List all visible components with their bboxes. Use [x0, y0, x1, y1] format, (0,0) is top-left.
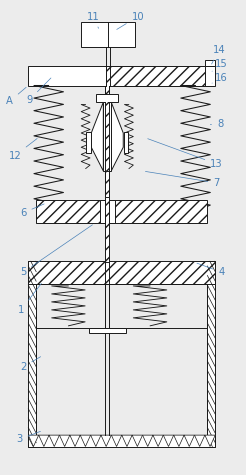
Bar [89, 328, 126, 332]
Bar [109, 200, 115, 223]
Polygon shape [28, 435, 39, 446]
Bar [105, 86, 109, 211]
Polygon shape [111, 435, 122, 446]
Bar [105, 197, 109, 262]
Text: 5: 5 [20, 225, 92, 277]
Polygon shape [70, 435, 80, 446]
Bar [207, 261, 215, 446]
Text: 11: 11 [87, 11, 100, 28]
Polygon shape [153, 435, 163, 446]
Polygon shape [122, 435, 132, 446]
Bar [105, 102, 109, 171]
Polygon shape [80, 435, 91, 446]
Bar [106, 66, 205, 86]
Polygon shape [205, 435, 215, 446]
Text: 10: 10 [117, 11, 144, 29]
Polygon shape [60, 435, 70, 446]
Bar [86, 132, 91, 153]
Text: 16: 16 [212, 73, 228, 84]
Polygon shape [174, 435, 184, 446]
Bar [105, 223, 109, 262]
Bar [124, 132, 128, 153]
Text: 9: 9 [26, 78, 51, 105]
Text: 6: 6 [20, 204, 44, 218]
Bar [100, 200, 105, 223]
Text: 4: 4 [197, 263, 225, 277]
Text: 3: 3 [16, 431, 40, 445]
Polygon shape [184, 435, 195, 446]
Polygon shape [101, 435, 111, 446]
Text: A: A [6, 87, 26, 106]
Text: 14: 14 [212, 45, 225, 64]
Polygon shape [132, 435, 142, 446]
Bar [205, 60, 215, 66]
Bar [28, 261, 215, 284]
Text: 2: 2 [20, 357, 41, 372]
Polygon shape [91, 435, 101, 446]
Bar [36, 200, 207, 223]
Text: 7: 7 [145, 171, 220, 188]
Text: 1: 1 [18, 284, 41, 315]
Polygon shape [142, 435, 153, 446]
Bar [103, 102, 111, 171]
Bar [28, 261, 36, 446]
Polygon shape [163, 435, 174, 446]
Bar [81, 22, 135, 47]
Text: 15: 15 [212, 59, 228, 71]
Text: 13: 13 [148, 139, 223, 169]
Bar [28, 435, 215, 446]
Text: 12: 12 [8, 139, 37, 161]
Bar [96, 94, 118, 102]
Polygon shape [91, 102, 103, 171]
Polygon shape [49, 435, 60, 446]
Polygon shape [39, 435, 49, 446]
Polygon shape [111, 102, 123, 171]
Polygon shape [195, 435, 205, 446]
Bar [28, 66, 215, 86]
Text: 8: 8 [210, 119, 223, 130]
